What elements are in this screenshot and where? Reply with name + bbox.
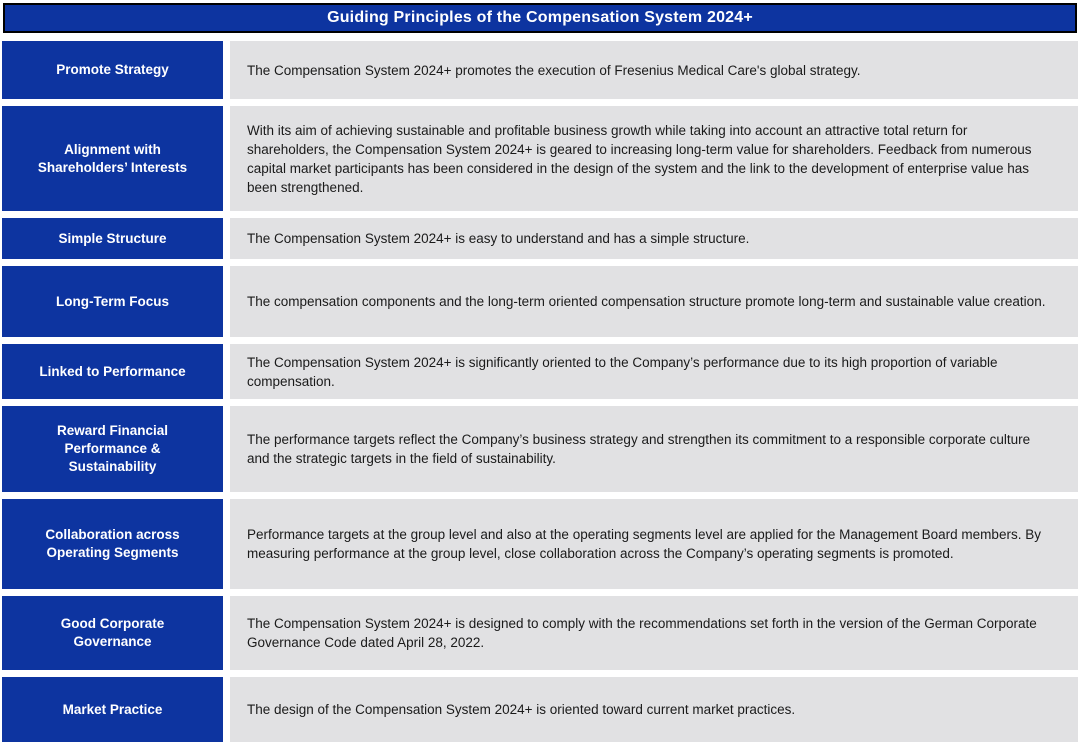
principle-label: Promote Strategy [56, 62, 169, 77]
principle-label-box: Collaboration across Operating Segments [2, 499, 223, 589]
principle-description-box: The Compensation System 2024+ promotes t… [230, 41, 1078, 99]
principle-row: Good Corporate Governance The Compensati… [2, 596, 1078, 670]
principle-label-box: Good Corporate Governance [2, 596, 223, 670]
principle-label: Linked to Performance [39, 363, 186, 379]
principle-label-box: Linked to Performance [2, 344, 223, 399]
principle-row: Market Practice The design of the Compen… [2, 677, 1078, 742]
principle-row: Simple Structure The Compensation System… [2, 218, 1078, 259]
principle-description: The compensation components and the long… [247, 294, 1046, 309]
page-title: Guiding Principles of the Compensation S… [327, 9, 753, 26]
principle-label-box: Alignment with Shareholders’ Interests [2, 106, 223, 211]
principle-description-box: The Compensation System 2024+ is designe… [230, 596, 1078, 670]
principle-description: The design of the Compensation System 20… [247, 702, 796, 717]
principle-label-box: Simple Structure [2, 218, 223, 259]
principle-description-box: The Compensation System 2024+ is signifi… [230, 344, 1078, 399]
principle-description-box: The design of the Compensation System 20… [230, 677, 1078, 742]
principle-description-box: The Compensation System 2024+ is easy to… [230, 218, 1078, 259]
principle-row: Long-Term Focus The compensation compone… [2, 266, 1078, 337]
principle-label-box: Market Practice [2, 677, 223, 742]
principle-row: Collaboration across Operating Segments … [2, 499, 1078, 589]
principle-description: With its aim of achieving sustainable an… [247, 122, 1032, 195]
principle-description: The performance targets reflect the Comp… [247, 432, 1031, 466]
principle-label: Good Corporate Governance [60, 616, 165, 649]
principle-label-box: Reward Financial Performance & Sustainab… [2, 406, 223, 492]
principle-description-box: The compensation components and the long… [230, 266, 1078, 337]
principle-row: Reward Financial Performance & Sustainab… [2, 406, 1078, 492]
principle-label: Reward Financial Performance & Sustainab… [56, 423, 169, 474]
principle-row: Linked to Performance The Compensation S… [2, 344, 1078, 399]
principle-row: Alignment with Shareholders’ Interests W… [2, 106, 1078, 211]
principle-label-box: Promote Strategy [2, 41, 223, 99]
principle-description: The Compensation System 2024+ is designe… [247, 616, 1037, 650]
principle-label: Market Practice [62, 701, 163, 717]
principle-description-box: The performance targets reflect the Comp… [230, 406, 1078, 492]
principle-description-box: Performance targets at the group level a… [230, 499, 1078, 589]
principle-label: Simple Structure [58, 230, 167, 246]
principles-list: Promote Strategy The Compensation System… [2, 41, 1078, 742]
principle-label: Alignment with Shareholders’ Interests [37, 141, 188, 175]
title-bar: Guiding Principles of the Compensation S… [3, 3, 1077, 33]
principle-description: The Compensation System 2024+ promotes t… [247, 62, 861, 78]
principle-description: Performance targets at the group level a… [247, 527, 1041, 561]
principle-row: Promote Strategy The Compensation System… [2, 41, 1078, 99]
principle-description: The Compensation System 2024+ is signifi… [247, 354, 998, 389]
principle-label: Long-Term Focus [56, 293, 169, 309]
principle-description-box: With its aim of achieving sustainable an… [230, 106, 1078, 211]
principle-label: Collaboration across Operating Segments [45, 527, 180, 560]
principle-description: The Compensation System 2024+ is easy to… [247, 231, 750, 246]
principle-label-box: Long-Term Focus [2, 266, 223, 337]
